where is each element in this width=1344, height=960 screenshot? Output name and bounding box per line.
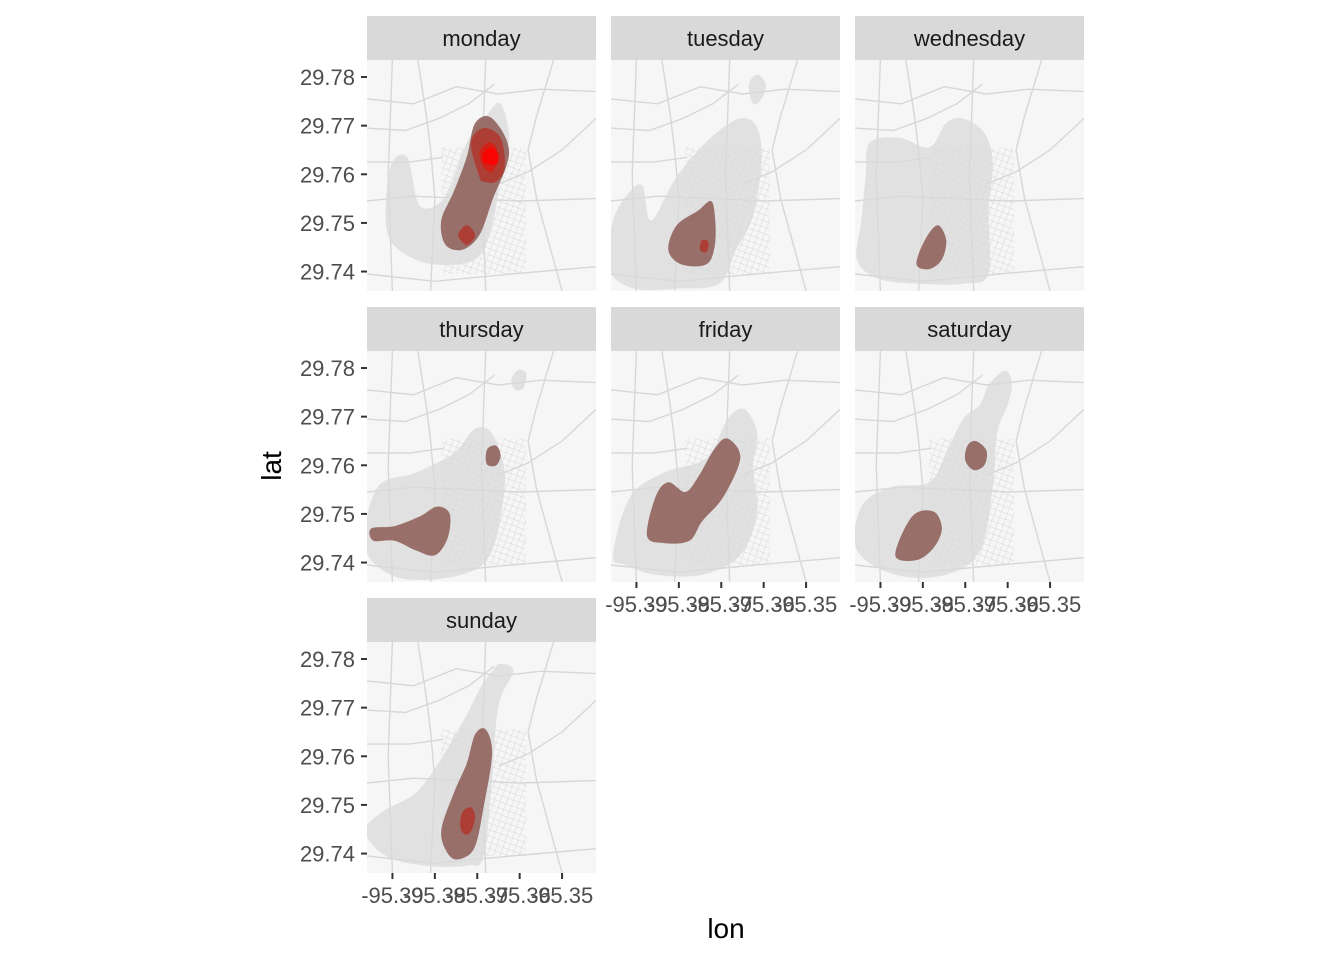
facet-strip-label: thursday bbox=[439, 317, 523, 342]
facet-panel-tuesday: tuesday bbox=[611, 16, 840, 291]
facet-strip-label: monday bbox=[442, 26, 520, 51]
facet-panel-saturday: saturday -95.39-95.38-95.37-95.36-95.35 bbox=[849, 307, 1084, 617]
x-tick-label: -95.38 bbox=[648, 592, 710, 617]
y-tick-label: 29.74 bbox=[300, 842, 355, 867]
y-tick-label: 29.78 bbox=[300, 65, 355, 90]
y-tick-label: 29.77 bbox=[300, 696, 355, 721]
y-axis-title: lat bbox=[256, 451, 287, 481]
density-region-level-2 bbox=[646, 438, 741, 544]
density-region-level-2 bbox=[369, 506, 451, 556]
x-tick-label: -95.35 bbox=[775, 592, 837, 617]
facet-strip bbox=[855, 16, 1084, 60]
density-region-level-1 bbox=[511, 369, 527, 391]
x-tick-label: -95.38 bbox=[892, 592, 954, 617]
density-region-level-2 bbox=[441, 728, 493, 860]
x-tick-label: -95.37 bbox=[446, 883, 508, 908]
x-tick-label: -95.36 bbox=[488, 883, 550, 908]
density-region-level-3 bbox=[458, 225, 476, 245]
facet-strip-label: wednesday bbox=[913, 26, 1025, 51]
y-tick-label: 29.78 bbox=[300, 356, 355, 381]
y-tick-label: 29.74 bbox=[300, 260, 355, 285]
facet-strip bbox=[611, 16, 840, 60]
density-region-level-1 bbox=[748, 74, 766, 105]
y-tick-label: 29.75 bbox=[300, 502, 355, 527]
facet-strip-label: tuesday bbox=[687, 26, 764, 51]
facet-panel-wednesday: wednesday bbox=[855, 16, 1084, 291]
y-tick-label: 29.77 bbox=[300, 114, 355, 139]
facet-panel-thursday: thursday 29.74 29.75 29.76 29.77 29.78 bbox=[300, 307, 596, 582]
x-tick-label: -95.36 bbox=[732, 592, 794, 617]
density-region-level-1 bbox=[856, 117, 993, 285]
y-tick-label: 29.78 bbox=[300, 647, 355, 672]
facet-strip bbox=[611, 307, 840, 351]
y-tick-label: 29.76 bbox=[300, 744, 355, 769]
x-tick-label: -95.39 bbox=[849, 592, 911, 617]
facet-panel-sunday: sunday29.7429.7529.7629.7729.78-95.39-95… bbox=[300, 598, 596, 908]
x-tick-label: -95.39 bbox=[605, 592, 667, 617]
density-region-level-1 bbox=[855, 370, 1012, 578]
facet-strip bbox=[367, 598, 596, 642]
x-axis-title: lon bbox=[707, 913, 744, 944]
y-tick-label: 29.74 bbox=[300, 551, 355, 576]
density-region-level-2 bbox=[485, 445, 501, 467]
facet-strip-label: saturday bbox=[927, 317, 1011, 342]
x-tick-label: -95.38 bbox=[404, 883, 466, 908]
density-region-level-2 bbox=[895, 510, 942, 562]
density-region-level-5 bbox=[482, 147, 499, 166]
density-region-level-3 bbox=[699, 239, 709, 253]
facet-strip bbox=[367, 16, 596, 60]
density-region-level-2 bbox=[964, 440, 988, 471]
density-region-level-1 bbox=[611, 118, 762, 291]
y-tick-label: 29.77 bbox=[300, 405, 355, 430]
x-tick-label: -95.35 bbox=[531, 883, 593, 908]
x-tick-label: -95.37 bbox=[934, 592, 996, 617]
y-tick-label: 29.75 bbox=[300, 211, 355, 236]
facet-panel-monday: monday 29.74 29.75 29.76 29.77 29.78 bbox=[300, 16, 596, 291]
facet-strip bbox=[367, 307, 596, 351]
facet-strip-label: friday bbox=[699, 317, 753, 342]
facet-strip-label: sunday bbox=[446, 608, 517, 633]
x-tick-label: -95.35 bbox=[1019, 592, 1081, 617]
facet-panel-friday: friday -95.39-95.38-95.37-95.36-95.35 bbox=[605, 307, 840, 617]
x-tick-label: -95.39 bbox=[361, 883, 423, 908]
y-tick-label: 29.76 bbox=[300, 162, 355, 187]
y-tick-label: 29.76 bbox=[300, 453, 355, 478]
y-tick-label: 29.75 bbox=[300, 793, 355, 818]
facet-strip bbox=[855, 307, 1084, 351]
x-tick-label: -95.36 bbox=[976, 592, 1038, 617]
x-tick-label: -95.37 bbox=[690, 592, 752, 617]
density-region-level-2 bbox=[916, 225, 947, 270]
density-region-level-3 bbox=[460, 807, 476, 835]
